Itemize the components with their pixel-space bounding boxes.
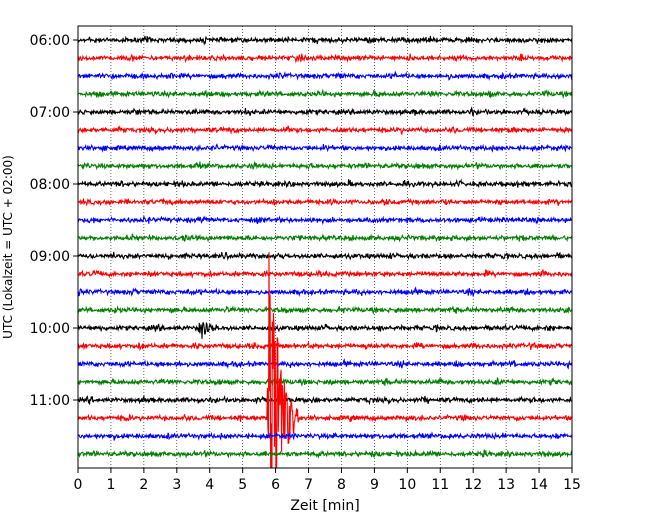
x-axis-label: Zeit [min] xyxy=(290,498,359,514)
x-tick-label: 11 xyxy=(431,477,449,493)
x-tick-label: 2 xyxy=(139,477,148,493)
trace-0915 xyxy=(78,268,572,279)
trace-0600 xyxy=(78,35,572,46)
trace-1145 xyxy=(78,449,572,459)
trace-0845 xyxy=(78,233,572,243)
x-tick-label: 9 xyxy=(370,477,379,493)
x-tick-label: 15 xyxy=(563,477,581,493)
trace-0730 xyxy=(78,143,572,153)
x-axis-ticks: 0 1 2 3 4 5 6 7 8 9 10 11 12 13 14 15 xyxy=(74,468,581,493)
x-tick-label: 4 xyxy=(205,477,214,493)
trace-1100 xyxy=(78,394,572,406)
y-tick-label: 09:00 xyxy=(30,249,70,265)
trace-1015 xyxy=(78,341,572,352)
trace-0930 xyxy=(78,286,572,298)
trace-0700 xyxy=(78,106,572,117)
trace-1030 xyxy=(78,358,572,370)
trace-0945 xyxy=(78,305,572,315)
x-tick-label: 7 xyxy=(304,477,313,493)
trace-0900 xyxy=(78,251,572,261)
x-tick-label: 12 xyxy=(464,477,482,493)
plot-frame xyxy=(77,25,573,469)
trace-0830 xyxy=(78,215,572,226)
trace-0715 xyxy=(78,125,572,136)
trace-0615 xyxy=(78,53,572,64)
trace-0800 xyxy=(78,178,572,189)
x-tick-label: 14 xyxy=(530,477,548,493)
trace-1045 xyxy=(78,376,572,387)
x-tick-label: 8 xyxy=(337,477,346,493)
trace-1130 xyxy=(78,431,572,441)
trace-1115 xyxy=(78,252,572,468)
y-tick-label: 07:00 xyxy=(30,105,70,121)
y-tick-label: 11:00 xyxy=(30,393,70,409)
trace-0815 xyxy=(78,197,572,207)
x-tick-label: 5 xyxy=(238,477,247,493)
trace-0745 xyxy=(78,160,572,171)
x-tick-label: 3 xyxy=(172,477,181,493)
trace-0645 xyxy=(78,88,572,99)
y-tick-label: 08:00 xyxy=(30,177,70,193)
x-tick-label: 1 xyxy=(106,477,115,493)
y-axis-label: UTC (Lokalzeit = UTC + 02:00) xyxy=(1,155,15,339)
y-axis-ticks: 06:00 07:00 08:00 09:00 10:00 11:00 xyxy=(30,33,78,409)
x-tick-label: 0 xyxy=(74,477,83,493)
x-tick-label: 10 xyxy=(398,477,416,493)
y-tick-label: 06:00 xyxy=(30,33,70,49)
trace-0630 xyxy=(78,70,572,82)
x-tick-label: 6 xyxy=(271,477,280,493)
y-tick-label: 10:00 xyxy=(30,321,70,337)
trace-group xyxy=(78,35,572,468)
trace-1000 xyxy=(78,321,572,339)
x-tick-label: 13 xyxy=(497,477,515,493)
